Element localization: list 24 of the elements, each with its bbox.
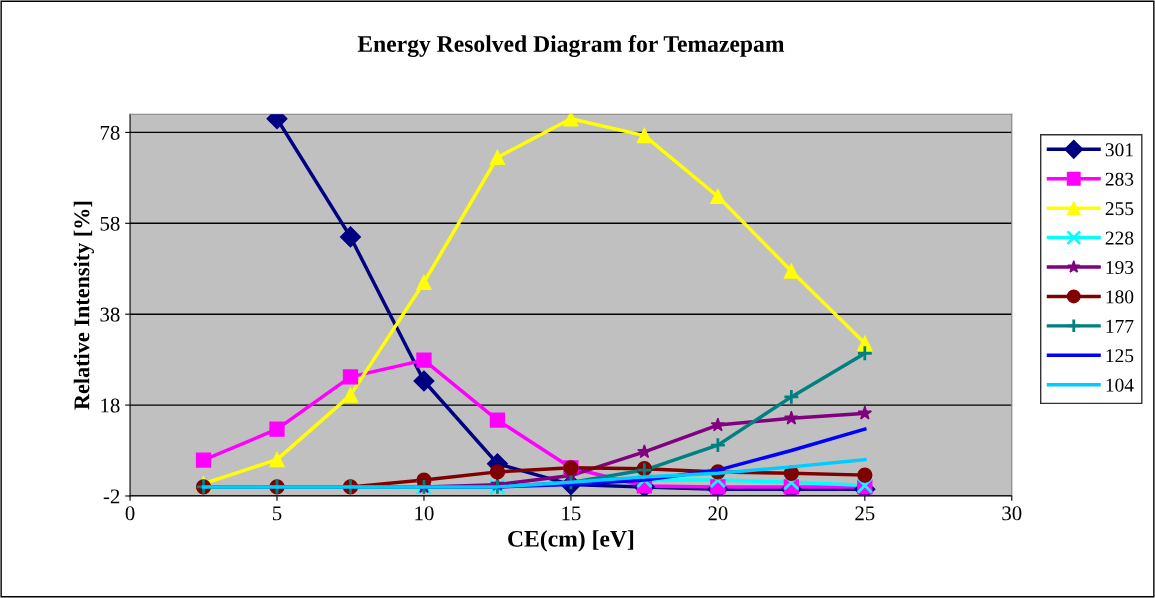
x-tick-label: 5 bbox=[273, 506, 282, 521]
legend-label: 255 bbox=[1105, 202, 1134, 216]
legend-label: 228 bbox=[1105, 231, 1134, 245]
y-tick-label: 18 bbox=[101, 398, 120, 413]
x-tick-label: 15 bbox=[562, 506, 581, 521]
x-tick-label: 25 bbox=[855, 506, 875, 521]
y-tick-label: 38 bbox=[100, 307, 120, 322]
y-tick-label: -2 bbox=[103, 489, 120, 504]
x-tick-label: 0 bbox=[125, 506, 135, 521]
legend-label: 301 bbox=[1105, 143, 1133, 157]
chart-title: Energy Resolved Diagram for Temazepam bbox=[357, 35, 785, 57]
legend-label: 104 bbox=[1106, 378, 1134, 392]
legend-label: 283 bbox=[1105, 172, 1134, 186]
y-tick-label: 78 bbox=[100, 125, 120, 140]
x-tick-label: 30 bbox=[1002, 506, 1022, 521]
legend-label: 125 bbox=[1106, 349, 1134, 363]
legend-label: 193 bbox=[1106, 260, 1134, 275]
x-tick-label: 20 bbox=[708, 506, 728, 521]
legend-label: 177 bbox=[1106, 319, 1134, 333]
y-tick-label: 58 bbox=[100, 216, 120, 231]
x-axis-title: CE(cm) [eV] bbox=[508, 530, 634, 552]
x-tick-label: 10 bbox=[415, 506, 434, 521]
legend-label: 180 bbox=[1106, 290, 1134, 304]
y-axis-title: Relative Intensity [%] bbox=[73, 201, 94, 410]
